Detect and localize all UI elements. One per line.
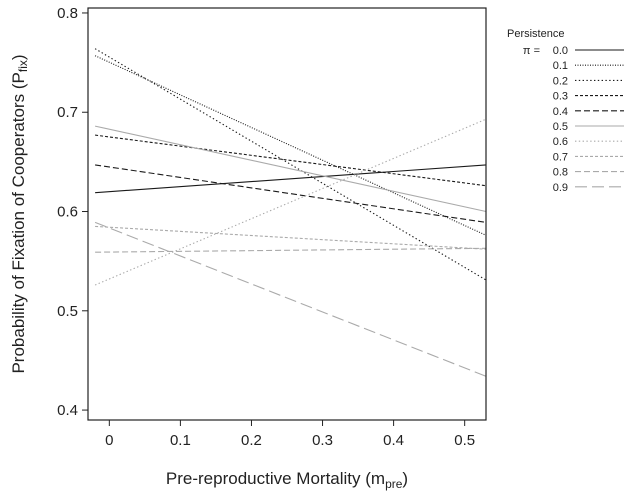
legend-label-0.2: 0.2 (553, 75, 568, 87)
y-tick-label: 0.5 (57, 303, 78, 320)
y-tick-label: 0.8 (57, 5, 78, 22)
x-tick-label: 0.3 (312, 432, 333, 449)
plot-frame (87, 7, 487, 421)
legend-label-0.4: 0.4 (553, 106, 568, 118)
legend-label-0.5: 0.5 (553, 121, 568, 133)
y-axis: 0.4 0.5 0.6 0.7 0.8 (57, 5, 88, 419)
series-line-0.5 (94, 125, 487, 213)
x-tick-label: 0.4 (383, 432, 404, 449)
legend-items: 0.0 π = 0.1 0.2 0.3 0.4 0.5 0.6 0.7 0.8 0.9 (523, 45, 624, 194)
y-axis-title-subscript: fix (16, 60, 30, 72)
y-axis-title: Probability of Fixation of Cooperators (… (9, 54, 30, 373)
series-line-0.7 (95, 225, 487, 250)
x-tick-label: 0.2 (241, 432, 262, 449)
y-axis-title-suffix: ) (9, 54, 28, 60)
legend: Persistence 0.0π =0.10.20.30.40.50.60.70… (507, 28, 624, 194)
plot-lines (94, 48, 487, 377)
y-tick-label: 0.7 (57, 104, 78, 121)
series-line-0.3 (95, 134, 487, 187)
x-axis-title-subscript: pre (385, 477, 403, 491)
x-axis-title-suffix: ) (402, 469, 408, 488)
y-axis-title-main: Probability of Fixation of Cooperators (… (9, 72, 28, 373)
legend-label-0.1: 0.1 (553, 60, 568, 72)
series-line-0.1 (94, 55, 487, 236)
legend-label-0.0: 0.0 (553, 45, 568, 57)
y-tick-label: 0.6 (57, 204, 78, 221)
x-axis: 0 0.1 0.2 0.3 0.4 0.5 (105, 420, 475, 449)
x-tick-label: 0.5 (454, 432, 475, 449)
legend-title: Persistence (507, 28, 564, 40)
series-line-0.9 (94, 221, 487, 377)
x-axis-title: Pre-reproductive Mortality (mpre) (166, 469, 408, 491)
x-tick-label: 0.1 (170, 432, 191, 449)
series-line-0.6 (94, 118, 487, 286)
series-line-0.8 (95, 247, 487, 253)
series-line-0.4 (95, 164, 487, 223)
legend-pi-prefix: π = (523, 45, 540, 57)
series-line-0.0 (95, 164, 487, 194)
x-axis-title-main: Pre-reproductive Mortality (m (166, 469, 385, 488)
legend-label-0.8: 0.8 (553, 167, 568, 179)
legend-label-0.9: 0.9 (553, 182, 568, 194)
legend-label-0.6: 0.6 (553, 136, 568, 148)
y-tick-label: 0.4 (57, 402, 78, 419)
x-tick-label: 0 (105, 432, 113, 449)
legend-label-0.3: 0.3 (553, 91, 568, 103)
legend-label-0.7: 0.7 (553, 151, 568, 163)
